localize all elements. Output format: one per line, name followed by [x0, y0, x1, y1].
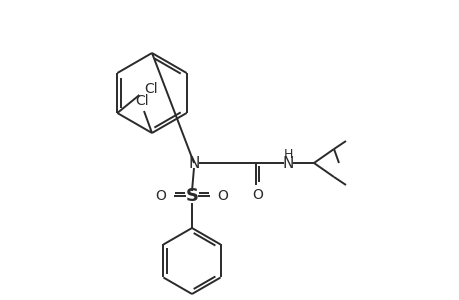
- Text: S: S: [185, 187, 198, 205]
- Text: N: N: [282, 157, 293, 172]
- Text: Cl: Cl: [144, 82, 158, 96]
- Text: H: H: [283, 148, 292, 160]
- Text: N: N: [188, 157, 199, 172]
- Text: Cl: Cl: [135, 94, 149, 108]
- Text: O: O: [217, 189, 228, 203]
- Text: O: O: [155, 189, 166, 203]
- Text: O: O: [252, 188, 263, 202]
